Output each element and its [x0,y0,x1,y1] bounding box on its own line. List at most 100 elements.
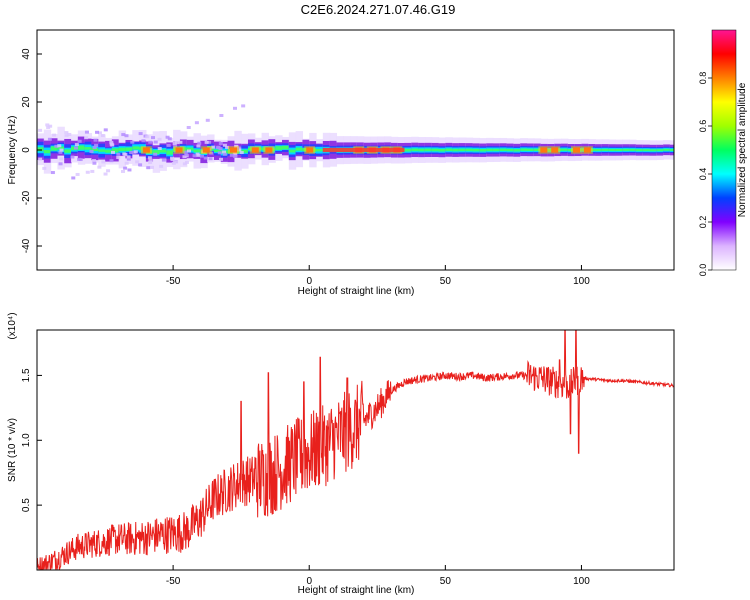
heatmap-noise-cell [148,140,153,144]
heatmap-cell [43,150,52,154]
heatmap-noise-cell [57,144,62,148]
heatmap-noise-cell [153,140,158,144]
heatmap-noise-cell [59,157,64,161]
heatmap-cell [105,149,113,153]
heatmap-noise-cell [239,151,244,155]
heatmap-noise-cell [95,130,100,134]
heatmap-noise-cell [146,166,151,170]
heatmap-noise-cell [121,169,126,173]
heatmap-noise-cell [126,157,131,161]
heatmap-peak-halo [228,146,239,154]
heatmap-noise-cell [170,158,175,162]
heatmap-cell [445,148,453,152]
heatmap-noise-cell [208,157,213,161]
x-tick-label: 0 [306,276,312,287]
heatmap-cell [282,145,290,150]
x-tick-label: 100 [573,276,590,287]
heatmap-noise-cell [48,124,53,128]
heatmap-noise-cell [161,158,166,162]
heatmap-cell [84,147,93,150]
top-y-axis-label: Frequency (Hz) [7,116,18,185]
heatmap-cell [656,149,664,152]
heatmap-noise-cell [183,150,188,154]
spectrogram-panel: -50 0 50 100 -40 -20 0 20 40 Height of straight… [7,29,675,297]
heatmap-noise-cell [204,140,209,144]
heatmap-cell [77,145,86,150]
heatmap-noise-cell [109,140,114,144]
heatmap-noise-cell [74,146,79,150]
y-multiplier-label: (x10⁴) [7,312,18,339]
heatmap-cell [622,148,630,151]
heatmap-cell [37,147,45,152]
y-tick-label: 1.0 [21,433,32,447]
heatmap-noise-cell [42,166,47,170]
heatmap-noise-cell [127,168,132,172]
heatmap-cell [438,148,446,152]
heatmap-noise-cell [171,161,176,165]
heatmap-noise-cell [129,151,134,155]
heatmap-noise-cell [196,144,201,148]
heatmap-cell [118,147,127,152]
heatmap-noise-cell [92,146,97,150]
heatmap-noise-cell [199,154,204,158]
y-tick-label: -40 [21,238,32,253]
snr-frame [36,329,675,571]
heatmap-noise-cell [194,121,199,125]
heatmap-peak-halo [173,146,185,154]
heatmap-cell [595,148,603,152]
heatmap-cell [50,146,59,151]
heatmap-noise-cell [78,158,83,162]
heatmap-peak-halo [249,146,261,154]
heatmap-noise-cell [133,150,138,154]
heatmap-cell [431,148,440,152]
heatmap-noise-cell [225,145,230,149]
heatmap-cell [615,148,623,152]
heatmap-noise-cell [157,146,162,150]
heatmap-cell [669,149,674,151]
heatmap-noise-cell [109,159,114,163]
heatmap-noise-cell [147,156,152,160]
heatmap-noise-cell [174,160,179,164]
heatmap-cell [533,148,542,151]
heatmap-cell [64,149,72,153]
heatmap-cell [479,149,487,152]
heatmap-peak-halo [549,146,561,154]
heatmap-noise-cell [54,144,59,148]
heatmap-noise-cell [219,114,224,117]
y-tick-label: 0.5 [21,498,32,512]
heatmap-noise-cell [173,144,178,148]
heatmap-noise-cell [151,136,156,140]
heatmap-noise-cell [67,132,72,136]
x-tick-label: 100 [573,576,590,587]
heatmap-cell [98,149,106,152]
colorbar-gradient [711,29,737,271]
heatmap-core [322,147,405,153]
bottom-y-axis-label: SNR (10 * v/v) [7,418,18,482]
figure-title: C2E6.2024.271.07.46.G19 [301,2,456,17]
heatmap-cell [91,148,99,152]
y-tick-label: -20 [21,190,32,205]
heatmap-cell [663,148,671,151]
heatmap-cell [506,148,514,152]
bottom-x-ticks: -50 0 50 100 [166,565,590,587]
heatmap-noise-cell [237,148,242,152]
heatmap-noise-cell [74,143,79,147]
heatmap-cell [642,149,651,152]
heatmap-noise-cell [70,155,75,159]
heatmap-noise-cell [58,150,63,154]
heatmap-noise-cell [222,152,227,156]
heatmap-noise-cell [184,153,189,157]
x-tick-label: 50 [440,276,452,287]
heatmap-noise-cell [186,126,191,129]
heatmap-noise-cell [59,148,64,152]
heatmap-noise-cell [232,154,237,158]
heatmap-noise-cell [197,141,202,145]
heatmap-noise-cell [172,141,177,145]
heatmap-noise-cell [85,170,90,174]
heatmap-noise-cell [167,137,172,141]
heatmap-noise-cell [121,133,126,137]
heatmap-noise-cell [215,146,220,150]
heatmap-noise-cell [93,138,98,142]
heatmap-cell [452,148,460,152]
